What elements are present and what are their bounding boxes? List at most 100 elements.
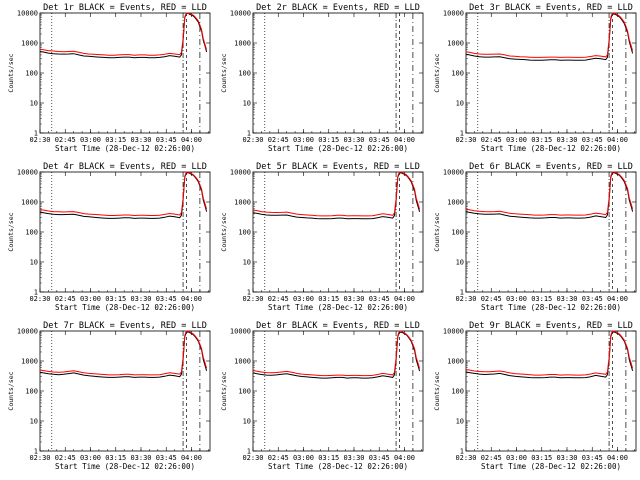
x-tick-label: 02:45 — [55, 295, 76, 303]
y-tick-label: 10000 — [230, 169, 251, 177]
y-tick-label: 10 — [243, 100, 251, 108]
y-tick-label: 10 — [30, 100, 38, 108]
y-axis-label: Counts/sec — [433, 371, 441, 410]
y-tick-label: 10000 — [17, 328, 38, 336]
x-tick-label: 03:15 — [105, 454, 126, 462]
series-line-lld — [252, 330, 421, 377]
x-tick-label: 03:15 — [531, 136, 552, 144]
x-tick-label: 03:45 — [582, 454, 603, 462]
x-tick-label: 02:30 — [242, 295, 263, 303]
x-axis-label: Start Time (28-Dec-12 02:26:00) — [55, 462, 195, 471]
y-tick-label: 100 — [25, 229, 38, 237]
x-tick-label: 03:00 — [80, 136, 101, 144]
x-tick-label: 04:00 — [181, 136, 202, 144]
x-tick-label: 04:00 — [607, 454, 628, 462]
y-tick-label: 100 — [25, 388, 38, 396]
y-axis-label: Counts/sec — [433, 53, 441, 92]
chart-title: Det 8r BLACK = Events, RED = LLD — [256, 321, 420, 331]
x-tick-label: 02:45 — [55, 454, 76, 462]
y-tick-label: 100 — [238, 229, 251, 237]
y-tick-label: 1000 — [447, 358, 464, 366]
y-axis-label: Counts/sec — [433, 212, 441, 251]
chart-panel-1: Det 1r BLACK = Events, RED = LLD 02:30 02:… — [7, 3, 211, 153]
x-tick-label: 03:00 — [293, 295, 314, 303]
x-tick-label: 03:30 — [343, 136, 364, 144]
y-tick-label: 100 — [25, 70, 38, 78]
series-line-lld — [39, 171, 208, 217]
x-axis-label: Start Time (28-Dec-12 02:26:00) — [55, 144, 195, 153]
x-axis-label: Start Time (28-Dec-12 02:26:00) — [268, 303, 408, 312]
y-tick-label: 10000 — [230, 328, 251, 336]
x-tick-label: 03:15 — [105, 295, 126, 303]
plot-frame — [465, 330, 637, 452]
x-tick-label: 02:45 — [268, 136, 289, 144]
y-tick-label: 1000 — [234, 358, 251, 366]
y-tick-label: 10000 — [443, 10, 464, 18]
x-tick-label: 04:00 — [607, 295, 628, 303]
x-tick-label: 03:45 — [156, 295, 177, 303]
y-tick-label: 10 — [30, 259, 38, 267]
x-tick-label: 02:30 — [29, 136, 50, 144]
chart-panel-6: Det 6r BLACK = Events, RED = LLD 02:30 02:… — [433, 162, 637, 312]
y-tick-label: 1000 — [447, 40, 464, 48]
x-tick-label: 03:00 — [506, 454, 527, 462]
series-line-lld — [39, 12, 208, 56]
x-tick-label: 02:30 — [29, 454, 50, 462]
chart-title: Det 3r BLACK = Events, RED = LLD — [469, 3, 633, 13]
series-line-events — [465, 13, 634, 61]
chart-panel-7: Det 7r BLACK = Events, RED = LLD 02:30 02:… — [7, 321, 211, 471]
y-tick-label: 1000 — [234, 40, 251, 48]
x-tick-label: 02:45 — [268, 454, 289, 462]
chart-title: Det 1r BLACK = Events, RED = LLD — [43, 3, 207, 13]
x-tick-label: 03:30 — [343, 454, 364, 462]
chart-panel-3: Det 3r BLACK = Events, RED = LLD 02:30 02:… — [433, 3, 637, 153]
x-tick-label: 04:00 — [181, 454, 202, 462]
x-tick-label: 02:30 — [29, 295, 50, 303]
x-tick-label: 03:15 — [105, 136, 126, 144]
series-line-events — [465, 331, 634, 379]
y-tick-label: 10000 — [230, 10, 251, 18]
y-axis-label: Counts/sec — [7, 212, 15, 251]
series-line-lld — [465, 330, 634, 376]
series-line-events — [252, 331, 421, 379]
x-tick-label: 03:15 — [318, 454, 339, 462]
x-tick-label: 03:30 — [130, 136, 151, 144]
x-tick-label: 03:15 — [531, 295, 552, 303]
x-axis-label: Start Time (28-Dec-12 02:26:00) — [481, 303, 621, 312]
y-axis-label: Counts/sec — [220, 371, 228, 410]
y-tick-label: 1000 — [447, 199, 464, 207]
x-tick-label: 03:15 — [531, 454, 552, 462]
x-axis-label: Start Time (28-Dec-12 02:26:00) — [268, 144, 408, 153]
y-tick-label: 1000 — [234, 199, 251, 207]
x-tick-label: 03:30 — [556, 295, 577, 303]
x-tick-label: 03:45 — [369, 295, 390, 303]
y-axis-label: Counts/sec — [220, 53, 228, 92]
y-tick-label: 10 — [456, 418, 464, 426]
x-tick-label: 03:00 — [293, 136, 314, 144]
plot-frame — [252, 171, 424, 293]
x-tick-label: 03:30 — [130, 454, 151, 462]
x-tick-label: 03:15 — [318, 295, 339, 303]
y-tick-label: 1000 — [21, 40, 38, 48]
x-tick-label: 03:45 — [582, 295, 603, 303]
x-axis-label: Start Time (28-Dec-12 02:26:00) — [481, 462, 621, 471]
y-axis-label: Counts/sec — [220, 212, 228, 251]
series-line-lld — [39, 330, 208, 376]
y-tick-label: 10000 — [17, 10, 38, 18]
x-tick-label: 02:45 — [481, 295, 502, 303]
series-line-events — [465, 172, 634, 219]
chart-panel-5: Det 5r BLACK = Events, RED = LLD 02:30 02:… — [220, 162, 424, 312]
plot-frame — [39, 171, 211, 293]
series-line-lld — [465, 171, 634, 216]
chart-title: Det 7r BLACK = Events, RED = LLD — [43, 321, 207, 331]
plot-frame — [465, 171, 637, 293]
x-tick-label: 03:45 — [582, 136, 603, 144]
y-tick-label: 10 — [243, 418, 251, 426]
y-tick-label: 10000 — [443, 328, 464, 336]
y-tick-label: 100 — [238, 70, 251, 78]
x-tick-label: 02:30 — [455, 454, 476, 462]
y-tick-label: 10 — [456, 100, 464, 108]
x-tick-label: 03:30 — [556, 136, 577, 144]
x-tick-label: 03:45 — [369, 454, 390, 462]
y-tick-label: 1 — [34, 130, 38, 138]
